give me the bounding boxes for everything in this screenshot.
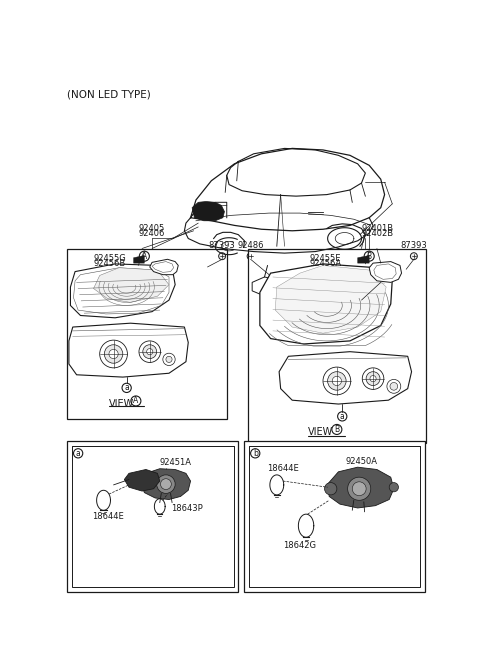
Text: 92486: 92486 — [238, 241, 264, 250]
Polygon shape — [369, 261, 402, 282]
Text: 92401B: 92401B — [361, 224, 394, 233]
Bar — [72, 446, 234, 460]
Text: 92455E: 92455E — [309, 254, 341, 263]
Circle shape — [160, 478, 171, 489]
Polygon shape — [275, 265, 386, 333]
Polygon shape — [328, 467, 394, 508]
Polygon shape — [124, 470, 160, 491]
Circle shape — [147, 349, 153, 355]
Polygon shape — [260, 264, 392, 344]
Circle shape — [323, 367, 351, 395]
Bar — [248, 249, 426, 443]
Polygon shape — [374, 264, 396, 280]
Text: VIEW: VIEW — [308, 427, 333, 437]
Circle shape — [328, 372, 346, 390]
Text: A: A — [142, 252, 147, 261]
Circle shape — [73, 449, 83, 458]
Circle shape — [337, 412, 347, 421]
Text: b: b — [253, 449, 258, 458]
Circle shape — [156, 475, 175, 493]
Circle shape — [348, 477, 371, 500]
Polygon shape — [252, 277, 278, 295]
Text: 92450A: 92450A — [346, 457, 377, 466]
Circle shape — [410, 253, 417, 259]
Bar — [249, 446, 420, 587]
Bar — [72, 446, 234, 587]
Circle shape — [387, 380, 401, 393]
Text: 18644E: 18644E — [267, 464, 300, 473]
Text: a: a — [76, 449, 81, 458]
Text: 18643P: 18643P — [171, 504, 203, 513]
Text: B: B — [334, 425, 339, 434]
Text: 92405: 92405 — [139, 224, 165, 233]
Text: B: B — [367, 252, 372, 261]
Circle shape — [390, 382, 398, 390]
Polygon shape — [150, 259, 178, 275]
Circle shape — [143, 345, 156, 359]
Circle shape — [324, 482, 337, 495]
Circle shape — [332, 376, 341, 386]
Circle shape — [251, 449, 260, 458]
Bar — [249, 446, 420, 460]
Text: 92451A: 92451A — [159, 458, 191, 467]
Text: VIEW: VIEW — [109, 398, 134, 409]
Text: a: a — [340, 412, 345, 421]
Circle shape — [163, 353, 175, 366]
Bar — [67, 249, 227, 419]
Polygon shape — [69, 323, 188, 377]
Circle shape — [100, 340, 127, 368]
Circle shape — [362, 368, 384, 389]
Text: 18642G: 18642G — [283, 541, 316, 550]
Text: A: A — [133, 396, 139, 405]
Polygon shape — [192, 202, 225, 221]
Polygon shape — [279, 351, 411, 404]
Circle shape — [364, 251, 374, 261]
Polygon shape — [152, 261, 174, 272]
Bar — [244, 441, 425, 592]
Text: 18644E: 18644E — [92, 512, 124, 521]
Text: 87393: 87393 — [400, 241, 427, 250]
Text: 92406: 92406 — [139, 228, 165, 238]
Polygon shape — [358, 255, 369, 263]
Circle shape — [109, 349, 118, 359]
Circle shape — [139, 341, 160, 362]
Text: 92402B: 92402B — [361, 228, 394, 238]
Text: 87393: 87393 — [209, 241, 236, 250]
Circle shape — [247, 253, 254, 259]
Circle shape — [219, 253, 226, 259]
Text: 92456B: 92456B — [94, 259, 126, 268]
Circle shape — [139, 251, 149, 261]
Polygon shape — [133, 255, 144, 263]
Circle shape — [352, 482, 366, 496]
Circle shape — [332, 425, 342, 435]
Circle shape — [122, 383, 131, 392]
Circle shape — [131, 396, 141, 406]
Circle shape — [370, 376, 376, 382]
Bar — [67, 441, 238, 592]
Text: (NON LED TYPE): (NON LED TYPE) — [67, 90, 151, 100]
Circle shape — [166, 356, 172, 362]
Circle shape — [389, 482, 398, 492]
Circle shape — [104, 345, 123, 364]
Polygon shape — [71, 264, 175, 318]
Circle shape — [366, 372, 380, 386]
Polygon shape — [94, 267, 169, 302]
Text: 92455G: 92455G — [94, 254, 126, 263]
Text: a: a — [124, 383, 129, 392]
Text: 92456A: 92456A — [309, 259, 341, 268]
Polygon shape — [141, 469, 191, 499]
